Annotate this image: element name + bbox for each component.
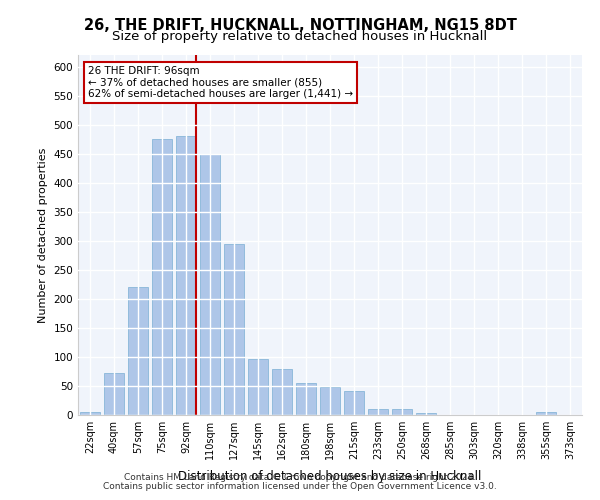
Bar [416, 412, 436, 415]
Bar [80, 412, 100, 415]
Bar [320, 387, 340, 415]
Text: Contains HM Land Registry data © Crown copyright and database right 2024.: Contains HM Land Registry data © Crown c… [124, 474, 476, 482]
X-axis label: Distribution of detached houses by size in Hucknall: Distribution of detached houses by size … [178, 470, 482, 484]
Bar [368, 408, 388, 415]
Bar [248, 360, 268, 415]
Bar [224, 244, 244, 415]
Text: Size of property relative to detached houses in Hucknall: Size of property relative to detached ho… [112, 30, 488, 43]
Text: 26, THE DRIFT, HUCKNALL, NOTTINGHAM, NG15 8DT: 26, THE DRIFT, HUCKNALL, NOTTINGHAM, NG1… [83, 18, 517, 32]
Y-axis label: Number of detached properties: Number of detached properties [38, 148, 48, 322]
Bar [272, 368, 292, 415]
Bar [128, 288, 148, 415]
Bar [296, 383, 316, 415]
Bar [152, 139, 172, 415]
Bar [536, 412, 556, 415]
Bar [200, 154, 220, 415]
Bar [104, 373, 124, 415]
Text: Contains public sector information licensed under the Open Government Licence v3: Contains public sector information licen… [103, 482, 497, 491]
Bar [176, 136, 196, 415]
Bar [344, 390, 364, 415]
Bar [392, 409, 412, 415]
Text: 26 THE DRIFT: 96sqm
← 37% of detached houses are smaller (855)
62% of semi-detac: 26 THE DRIFT: 96sqm ← 37% of detached ho… [88, 66, 353, 99]
